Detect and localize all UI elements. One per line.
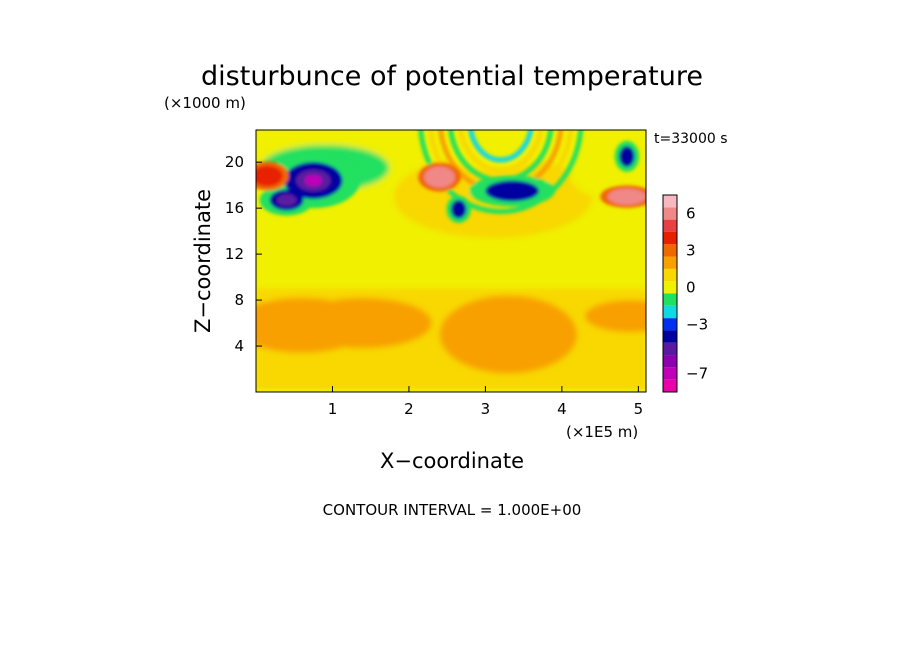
- central-cool-cap: [439, 132, 547, 170]
- plot-frame: [255, 129, 647, 393]
- time-label: t=33000 s: [654, 131, 728, 147]
- chart-title: disturbunce of potential temperature: [201, 61, 703, 92]
- y-tick-label: 20: [225, 153, 244, 171]
- contour-interval-note: CONTOUR INTERVAL = 1.000E+00: [323, 501, 582, 519]
- wave-arc: [418, 130, 584, 214]
- colorbar-swatch: [663, 256, 677, 269]
- x-axis-label: X−coordinate: [380, 449, 524, 473]
- colorbar-swatch: [663, 195, 677, 208]
- warm-region: [584, 300, 646, 333]
- colorbar-swatch: [663, 207, 677, 220]
- colorbar-label: 0: [686, 278, 696, 296]
- x-tick-label: 1: [328, 400, 338, 418]
- cold-anomaly: [485, 180, 539, 202]
- colorbar-frame: [662, 194, 678, 393]
- colorbar: −7 −3 0 3 6: [662, 194, 708, 393]
- wave-arc: [468, 130, 534, 163]
- colorbar-swatch: [663, 219, 677, 232]
- colorbar-label: 6: [686, 204, 696, 222]
- y-axis: 4 8 12 16 20: [225, 153, 262, 355]
- x-axis: 1 2 3 4 5: [328, 386, 643, 418]
- x-tick-label: 5: [634, 400, 644, 418]
- colorbar-swatch: [663, 342, 677, 356]
- cold-anomaly: [451, 200, 467, 219]
- x-tick-label: 2: [404, 400, 414, 418]
- x-tick-label: 4: [557, 400, 567, 418]
- colorbar-swatch: [663, 318, 677, 331]
- cold-anomaly: [619, 146, 635, 167]
- colorbar-swatch: [663, 268, 677, 282]
- x-unit-label: (×1E5 m): [566, 423, 638, 441]
- y-axis-label: Z−coordinate: [191, 189, 215, 333]
- cold-core-min: [304, 175, 323, 187]
- colorbar-swatch: [663, 367, 677, 380]
- cold-core-min: [281, 196, 292, 204]
- warm-region: [439, 295, 578, 374]
- colorbar-label: −3: [686, 315, 708, 333]
- warm-region: [294, 297, 432, 349]
- colorbar-swatch: [663, 281, 677, 294]
- warm-anomaly: [256, 165, 283, 187]
- wave-arc: [458, 130, 544, 173]
- colorbar-label: −7: [686, 365, 708, 383]
- colorbar-swatch: [663, 355, 677, 368]
- colorbar-swatch: [663, 330, 677, 343]
- y-tick-label: 4: [234, 337, 244, 355]
- x-tick-label: 3: [481, 400, 491, 418]
- y-tick-label: 8: [234, 291, 244, 309]
- surface-strip: [256, 389, 646, 392]
- warm-anomaly: [607, 188, 646, 205]
- colorbar-label: 3: [686, 241, 696, 259]
- colorbar-swatch: [663, 244, 677, 257]
- colorbar-swatch: [663, 231, 677, 245]
- y-tick-label: 12: [225, 245, 244, 263]
- colorbar-swatch: [663, 379, 677, 392]
- colorbar-swatch: [663, 293, 677, 306]
- colorbar-swatch: [663, 305, 677, 319]
- contour-field: [256, 130, 646, 392]
- y-tick-label: 16: [225, 199, 244, 217]
- y-unit-label: (×1000 m): [164, 94, 246, 112]
- warm-anomaly: [424, 166, 455, 188]
